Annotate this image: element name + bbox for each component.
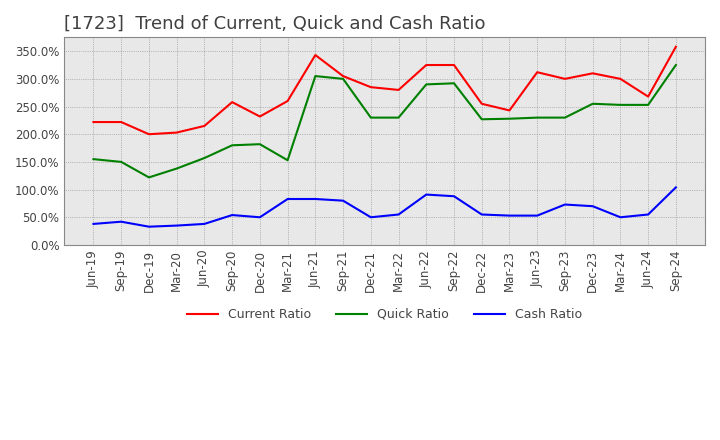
Cash Ratio bbox=[117, 219, 125, 224]
Current Ratio bbox=[200, 123, 209, 128]
Current Ratio bbox=[477, 101, 486, 106]
Current Ratio bbox=[422, 62, 431, 68]
Cash Ratio bbox=[561, 202, 570, 207]
Quick Ratio bbox=[505, 116, 514, 121]
Current Ratio bbox=[672, 44, 680, 49]
Quick Ratio bbox=[311, 73, 320, 79]
Cash Ratio bbox=[283, 196, 292, 202]
Current Ratio bbox=[450, 62, 459, 68]
Quick Ratio bbox=[228, 143, 236, 148]
Cash Ratio bbox=[588, 204, 597, 209]
Quick Ratio bbox=[283, 158, 292, 163]
Cash Ratio bbox=[395, 212, 403, 217]
Quick Ratio bbox=[561, 115, 570, 120]
Cash Ratio bbox=[145, 224, 153, 229]
Current Ratio bbox=[228, 99, 236, 105]
Current Ratio bbox=[339, 73, 348, 79]
Cash Ratio bbox=[339, 198, 348, 203]
Current Ratio bbox=[505, 108, 514, 113]
Current Ratio bbox=[616, 76, 625, 81]
Current Ratio bbox=[89, 119, 98, 125]
Cash Ratio bbox=[450, 194, 459, 199]
Line: Current Ratio: Current Ratio bbox=[94, 47, 676, 134]
Quick Ratio bbox=[145, 175, 153, 180]
Cash Ratio bbox=[644, 212, 652, 217]
Quick Ratio bbox=[172, 166, 181, 171]
Line: Cash Ratio: Cash Ratio bbox=[94, 187, 676, 227]
Cash Ratio bbox=[172, 223, 181, 228]
Quick Ratio bbox=[200, 155, 209, 161]
Cash Ratio bbox=[366, 215, 375, 220]
Quick Ratio bbox=[256, 142, 264, 147]
Cash Ratio bbox=[422, 192, 431, 197]
Cash Ratio bbox=[89, 221, 98, 227]
Current Ratio bbox=[561, 76, 570, 81]
Quick Ratio bbox=[339, 76, 348, 81]
Legend: Current Ratio, Quick Ratio, Cash Ratio: Current Ratio, Quick Ratio, Cash Ratio bbox=[182, 303, 588, 326]
Quick Ratio bbox=[89, 157, 98, 162]
Text: [1723]  Trend of Current, Quick and Cash Ratio: [1723] Trend of Current, Quick and Cash … bbox=[64, 15, 486, 33]
Quick Ratio bbox=[395, 115, 403, 120]
Current Ratio bbox=[644, 94, 652, 99]
Current Ratio bbox=[588, 71, 597, 76]
Current Ratio bbox=[533, 70, 541, 75]
Current Ratio bbox=[117, 119, 125, 125]
Cash Ratio bbox=[200, 221, 209, 227]
Cash Ratio bbox=[477, 212, 486, 217]
Quick Ratio bbox=[588, 101, 597, 106]
Quick Ratio bbox=[366, 115, 375, 120]
Current Ratio bbox=[366, 84, 375, 90]
Cash Ratio bbox=[616, 215, 625, 220]
Current Ratio bbox=[311, 52, 320, 58]
Current Ratio bbox=[145, 132, 153, 137]
Quick Ratio bbox=[616, 102, 625, 107]
Quick Ratio bbox=[672, 62, 680, 68]
Cash Ratio bbox=[228, 213, 236, 218]
Current Ratio bbox=[283, 99, 292, 104]
Cash Ratio bbox=[256, 215, 264, 220]
Cash Ratio bbox=[672, 185, 680, 190]
Quick Ratio bbox=[477, 117, 486, 122]
Quick Ratio bbox=[644, 102, 652, 107]
Line: Quick Ratio: Quick Ratio bbox=[94, 65, 676, 177]
Quick Ratio bbox=[450, 81, 459, 86]
Cash Ratio bbox=[311, 196, 320, 202]
Cash Ratio bbox=[505, 213, 514, 218]
Quick Ratio bbox=[422, 82, 431, 87]
Cash Ratio bbox=[533, 213, 541, 218]
Current Ratio bbox=[172, 130, 181, 135]
Quick Ratio bbox=[117, 159, 125, 165]
Current Ratio bbox=[395, 87, 403, 92]
Current Ratio bbox=[256, 114, 264, 119]
Quick Ratio bbox=[533, 115, 541, 120]
